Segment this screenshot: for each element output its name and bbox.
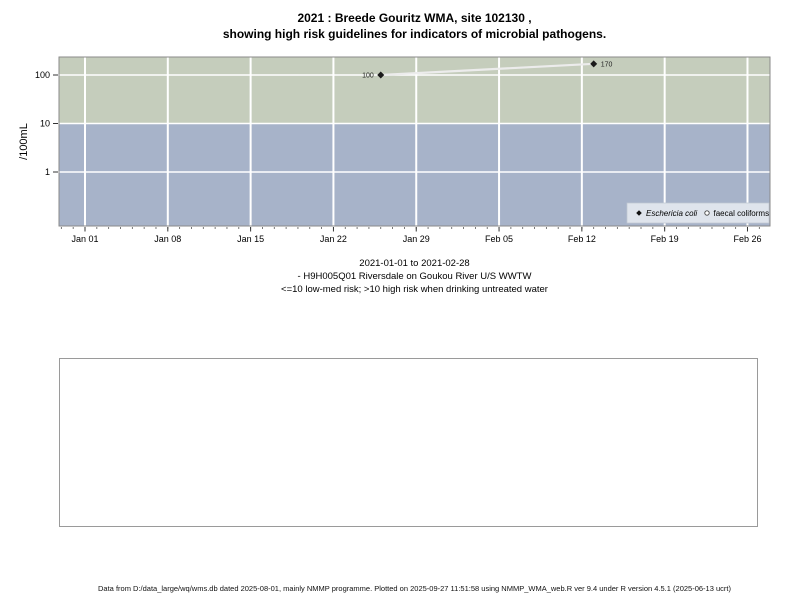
series-line (380, 62, 594, 77)
legend-label-faecal-coliforms: faecal coliforms (714, 209, 770, 218)
x-tick-label: Jan 01 (71, 234, 98, 244)
faecal-coliforms-marker-icon (704, 210, 710, 216)
x-tick-label: Jan 29 (403, 234, 430, 244)
x-tick-label: Jan 22 (320, 234, 347, 244)
y-tick-label: 10 (40, 119, 50, 129)
caption-site-name: - H9H005Q01 Riversdale on Goukou River U… (297, 271, 532, 282)
y-tick-label: 1 (45, 167, 50, 177)
data-point-label: 170 (601, 61, 613, 68)
caption-date-range: 2021-01-01 to 2021-02-28 (359, 258, 470, 269)
chart-title-line2: showing high risk guidelines for indicat… (222, 27, 607, 41)
legend (626, 202, 770, 224)
x-tick-label: Feb 19 (651, 234, 679, 244)
legend-label-ecoli: Eschericia coli (646, 209, 697, 218)
data-point-marker (590, 60, 598, 68)
chart-title: 2021 : Breede Gouritz WMA, site 102130 ,… (29, 10, 800, 42)
y-axis-label: /100mL (18, 123, 30, 160)
x-tick-label: Jan 08 (154, 234, 181, 244)
chart-title-line1: 2021 : Breede Gouritz WMA, site 102130 , (297, 11, 532, 25)
chart-caption: 2021-01-01 to 2021-02-28 - H9H005Q01 Riv… (29, 257, 800, 296)
y-tick-label: 100 (35, 70, 50, 80)
x-tick-label: Jan 15 (237, 234, 264, 244)
x-tick-label: Feb 12 (568, 234, 596, 244)
data-point-marker (377, 71, 385, 79)
panel-border (58, 56, 771, 227)
x-tick-label: Feb 05 (485, 234, 513, 244)
microbial-chart: Jan 01 Jan 08 Jan 15 Jan 22 Jan 29 Feb 05 Feb … (18, 56, 771, 244)
data-point-label: 100 (362, 73, 374, 80)
caption-risk-note: <=10 low-med risk; >10 high risk when dr… (281, 284, 548, 295)
x-tick-label: Feb 26 (733, 234, 761, 244)
footer-note: Data from D:/data_large/wq/wms.db dated … (98, 584, 731, 593)
ecoli-marker-icon (636, 210, 642, 216)
band-high-risk (59, 57, 770, 124)
empty-panel-box (59, 358, 758, 527)
